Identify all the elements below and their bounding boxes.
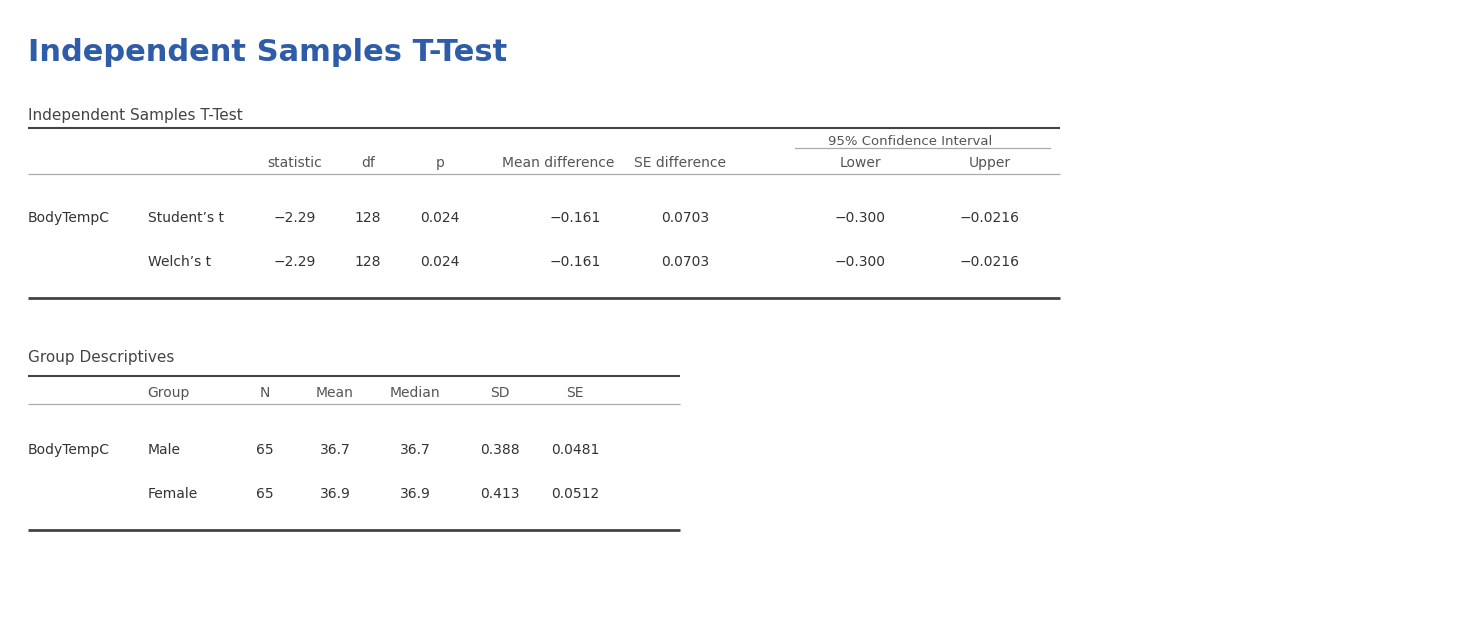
Text: 36.9: 36.9 — [319, 487, 350, 501]
Text: 95% Confidence Interval: 95% Confidence Interval — [828, 135, 992, 148]
Text: SE: SE — [566, 386, 584, 400]
Text: −0.161: −0.161 — [550, 255, 601, 269]
Text: BodyTempC: BodyTempC — [28, 443, 110, 457]
Text: −0.161: −0.161 — [550, 211, 601, 225]
Text: −2.29: −2.29 — [273, 255, 316, 269]
Text: 0.413: 0.413 — [481, 487, 520, 501]
Text: Independent Samples T-Test: Independent Samples T-Test — [28, 108, 243, 123]
Text: Median: Median — [390, 386, 441, 400]
Text: Student’s t: Student’s t — [148, 211, 223, 225]
Text: Welch’s t: Welch’s t — [148, 255, 212, 269]
Text: −0.300: −0.300 — [835, 211, 885, 225]
Text: −0.300: −0.300 — [835, 255, 885, 269]
Text: 65: 65 — [256, 443, 273, 457]
Text: statistic: statistic — [268, 156, 322, 170]
Text: −0.0216: −0.0216 — [960, 255, 1020, 269]
Text: −0.0216: −0.0216 — [960, 211, 1020, 225]
Text: Lower: Lower — [839, 156, 881, 170]
Text: Group Descriptives: Group Descriptives — [28, 350, 175, 365]
Text: 0.388: 0.388 — [481, 443, 520, 457]
Text: BodyTempC: BodyTempC — [28, 211, 110, 225]
Text: Mean: Mean — [316, 386, 354, 400]
Text: SD: SD — [491, 386, 510, 400]
Text: 0.0703: 0.0703 — [662, 255, 709, 269]
Text: Independent Samples T-Test: Independent Samples T-Test — [28, 38, 507, 67]
Text: 128: 128 — [354, 255, 381, 269]
Text: −2.29: −2.29 — [273, 211, 316, 225]
Text: 36.7: 36.7 — [400, 443, 431, 457]
Text: 0.0481: 0.0481 — [551, 443, 600, 457]
Text: 0.0512: 0.0512 — [551, 487, 600, 501]
Text: Upper: Upper — [969, 156, 1011, 170]
Text: p: p — [435, 156, 444, 170]
Text: 36.7: 36.7 — [319, 443, 350, 457]
Text: Mean difference: Mean difference — [501, 156, 614, 170]
Text: Male: Male — [148, 443, 181, 457]
Text: SE difference: SE difference — [634, 156, 726, 170]
Text: 0.0703: 0.0703 — [662, 211, 709, 225]
Text: 128: 128 — [354, 211, 381, 225]
Text: 65: 65 — [256, 487, 273, 501]
Text: Female: Female — [148, 487, 198, 501]
Text: df: df — [362, 156, 375, 170]
Text: N: N — [260, 386, 270, 400]
Text: 36.9: 36.9 — [400, 487, 431, 501]
Text: Group: Group — [147, 386, 190, 400]
Text: 0.024: 0.024 — [420, 255, 460, 269]
Text: 0.024: 0.024 — [420, 211, 460, 225]
